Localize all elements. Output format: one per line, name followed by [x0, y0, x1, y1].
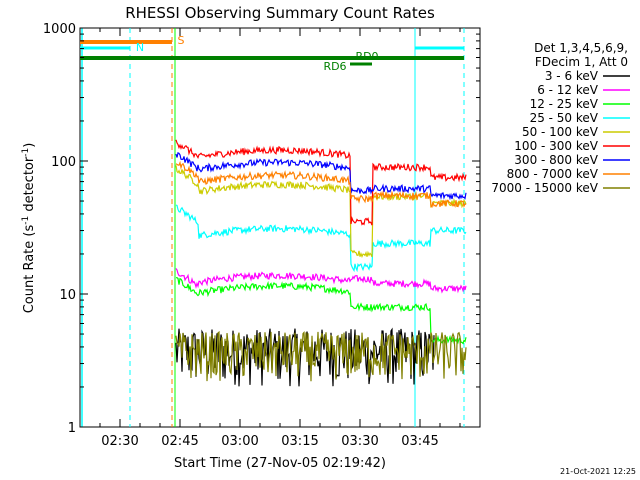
saa-label: S [178, 34, 185, 47]
legend-label: 800 - 7000 keV [507, 167, 599, 181]
y-tick-label: 100 [51, 155, 76, 170]
legend: Det 1,3,4,5,6,9, FDecim 1, Att 0 3 - 6 k… [491, 41, 630, 195]
series-line [175, 268, 467, 294]
rd-label-2: RD6 [323, 60, 346, 73]
x-tick-label: 03:00 [221, 434, 258, 449]
x-tick-label: 02:30 [101, 434, 138, 449]
x-tick-label: 02:45 [161, 434, 198, 449]
series-line [175, 139, 467, 226]
legend-label: 3 - 6 keV [545, 69, 599, 83]
x-tick-label: 03:30 [341, 434, 378, 449]
series-line [175, 204, 467, 273]
y-tick-label: 1 [68, 421, 76, 436]
axes-layer: 1 10 100 1000 02:30 02:45 03:00 03:15 03:30 03:45 [43, 22, 480, 449]
legend-label: 6 - 12 keV [537, 83, 599, 97]
rd-label-1: RD0 [355, 50, 378, 63]
series-line [175, 160, 467, 208]
legend-label: 7000 - 15000 keV [491, 181, 598, 195]
series-line [175, 330, 467, 382]
x-tick-label: 03:15 [281, 434, 318, 449]
series-line [176, 277, 467, 346]
y-tick-label: 10 [59, 288, 76, 303]
y-axis-label: Count Rate (s-1 detector-1) [21, 143, 37, 314]
legend-label: 12 - 25 keV [530, 97, 599, 111]
legend-label: 25 - 50 keV [530, 111, 599, 125]
series-line [175, 152, 467, 201]
x-tick-label: 03:45 [401, 434, 438, 449]
y-tick-label: 1000 [43, 22, 76, 37]
legend-label: 50 - 100 keV [522, 125, 599, 139]
night-label: N [136, 41, 144, 54]
legend-label: 100 - 300 keV [514, 139, 598, 153]
legend-header-1: Det 1,3,4,5,6,9, [534, 41, 628, 55]
legend-label: 300 - 800 keV [514, 153, 598, 167]
x-axis-label: Start Time (27-Nov-05 02:19:42) [174, 456, 386, 471]
chart-title: RHESSI Observing Summary Count Rates [125, 4, 435, 22]
series-layer [175, 139, 467, 387]
legend-header-2: FDecim 1, Att 0 [535, 55, 628, 69]
footer-date: 21-Oct-2021 12:25 [560, 467, 636, 476]
